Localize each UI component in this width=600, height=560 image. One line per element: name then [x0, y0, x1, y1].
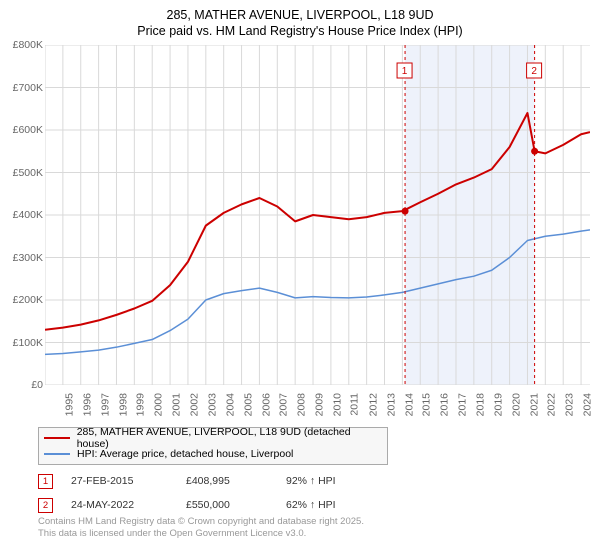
- sale-pct: 92% ↑ HPI: [286, 475, 386, 487]
- x-tick-label: 2013: [385, 393, 397, 416]
- x-tick-label: 2011: [348, 393, 360, 416]
- x-tick-label: 1999: [135, 393, 147, 416]
- svg-text:2: 2: [531, 66, 537, 77]
- legend-label: HPI: Average price, detached house, Live…: [77, 448, 293, 460]
- credits-line1: Contains HM Land Registry data © Crown c…: [38, 516, 364, 528]
- legend-swatch: [44, 437, 70, 439]
- x-tick-label: 2024: [582, 393, 594, 416]
- sale-marker-label: 2: [43, 500, 48, 511]
- credits-line2: This data is licensed under the Open Gov…: [38, 528, 364, 540]
- x-tick-label: 1997: [99, 393, 111, 416]
- y-tick-label: £100K: [3, 337, 43, 349]
- x-tick-label: 2016: [439, 393, 451, 416]
- sale-row: 1 27-FEB-2015 £408,995 92% ↑ HPI: [38, 472, 386, 490]
- x-tick-label: 1998: [117, 393, 129, 416]
- legend-item: 285, MATHER AVENUE, LIVERPOOL, L18 9UD (…: [44, 430, 382, 446]
- legend-swatch: [44, 453, 70, 455]
- chart-title: 285, MATHER AVENUE, LIVERPOOL, L18 9UD P…: [0, 0, 600, 40]
- x-tick-label: 2018: [474, 393, 486, 416]
- x-tick-label: 2010: [331, 393, 343, 416]
- x-tick-label: 2019: [492, 393, 504, 416]
- y-tick-label: £500K: [3, 167, 43, 179]
- sale-pct: 62% ↑ HPI: [286, 499, 386, 511]
- y-tick-label: £0: [3, 379, 43, 391]
- sale-price: £408,995: [186, 475, 286, 487]
- sale-date: 24-MAY-2022: [71, 499, 186, 511]
- x-tick-label: 2002: [188, 393, 200, 416]
- x-tick-label: 2005: [242, 393, 254, 416]
- x-tick-label: 2009: [314, 393, 326, 416]
- x-tick-label: 2021: [528, 393, 540, 416]
- sale-records: 1 27-FEB-2015 £408,995 92% ↑ HPI 2 24-MA…: [38, 472, 386, 520]
- title-line2: Price paid vs. HM Land Registry's House …: [0, 23, 600, 39]
- title-line1: 285, MATHER AVENUE, LIVERPOOL, L18 9UD: [0, 7, 600, 23]
- x-tick-label: 2004: [224, 393, 236, 416]
- x-tick-label: 2007: [278, 393, 290, 416]
- x-tick-label: 2017: [456, 393, 468, 416]
- x-tick-label: 1996: [81, 393, 93, 416]
- x-tick-label: 2012: [367, 393, 379, 416]
- legend: 285, MATHER AVENUE, LIVERPOOL, L18 9UD (…: [38, 427, 388, 465]
- sale-row: 2 24-MAY-2022 £550,000 62% ↑ HPI: [38, 496, 386, 514]
- credits: Contains HM Land Registry data © Crown c…: [38, 516, 364, 541]
- sale-marker-box: 2: [38, 498, 53, 513]
- y-tick-label: £300K: [3, 252, 43, 264]
- y-tick-label: £200K: [3, 294, 43, 306]
- x-tick-label: 2003: [206, 393, 218, 416]
- y-tick-label: £800K: [3, 39, 43, 51]
- legend-label: 285, MATHER AVENUE, LIVERPOOL, L18 9UD (…: [77, 426, 382, 450]
- y-tick-label: £700K: [3, 82, 43, 94]
- sale-marker-box: 1: [38, 474, 53, 489]
- x-tick-label: 2022: [546, 393, 558, 416]
- x-tick-label: 2001: [171, 393, 183, 416]
- sale-marker-label: 1: [43, 476, 48, 487]
- x-tick-label: 2008: [296, 393, 308, 416]
- y-tick-label: £600K: [3, 124, 43, 136]
- x-tick-label: 2000: [153, 393, 165, 416]
- y-tick-label: £400K: [3, 209, 43, 221]
- chart-area: 12 £0£100K£200K£300K£400K£500K£600K£700K…: [45, 45, 590, 385]
- x-tick-label: 2006: [260, 393, 272, 416]
- x-tick-label: 2020: [510, 393, 522, 416]
- svg-text:1: 1: [402, 66, 408, 77]
- sale-price: £550,000: [186, 499, 286, 511]
- x-tick-label: 2023: [564, 393, 576, 416]
- line-chart: 12: [45, 45, 590, 385]
- x-tick-label: 2014: [403, 393, 415, 416]
- x-tick-label: 2015: [421, 393, 433, 416]
- x-tick-label: 1995: [63, 393, 75, 416]
- sale-date: 27-FEB-2015: [71, 475, 186, 487]
